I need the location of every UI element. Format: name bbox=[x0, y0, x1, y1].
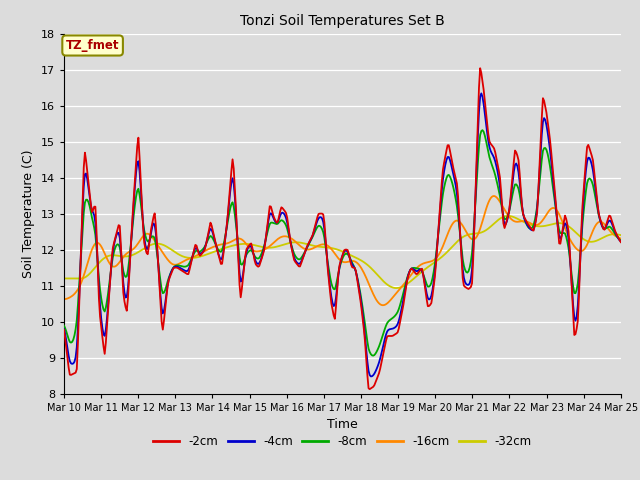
Title: Tonzi Soil Temperatures Set B: Tonzi Soil Temperatures Set B bbox=[240, 14, 445, 28]
Legend: -2cm, -4cm, -8cm, -16cm, -32cm: -2cm, -4cm, -8cm, -16cm, -32cm bbox=[148, 430, 536, 453]
X-axis label: Time: Time bbox=[327, 418, 358, 431]
Text: TZ_fmet: TZ_fmet bbox=[66, 39, 119, 52]
Y-axis label: Soil Temperature (C): Soil Temperature (C) bbox=[22, 149, 35, 278]
